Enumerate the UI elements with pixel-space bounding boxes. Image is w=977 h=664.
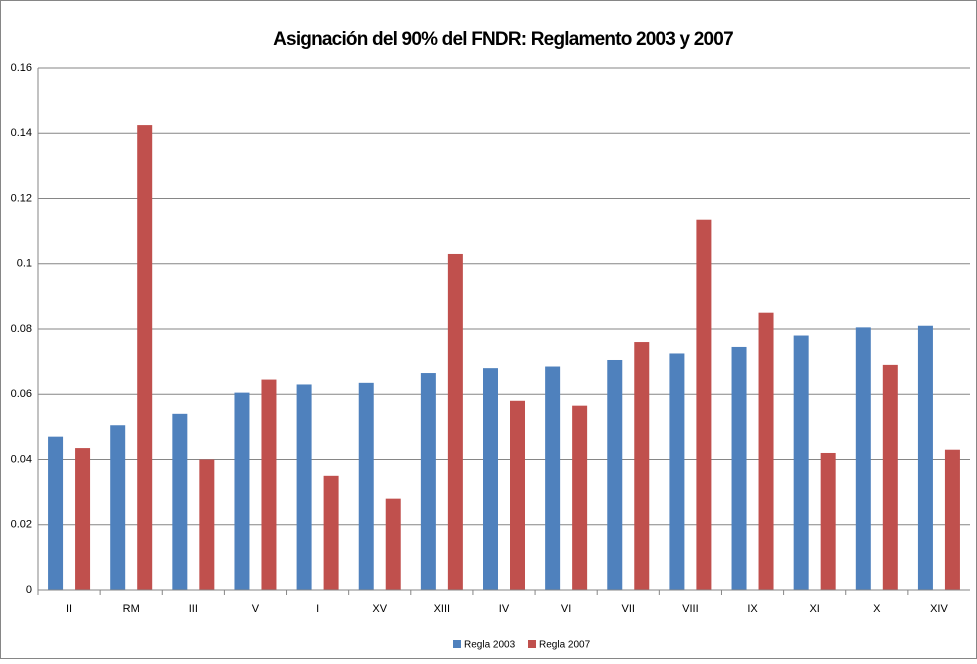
- bar: [793, 335, 809, 590]
- x-tick-label: XIV: [930, 603, 948, 615]
- x-tick-label: II: [66, 603, 72, 615]
- x-tick-label: IV: [499, 603, 510, 615]
- y-tick-label: 0.14: [11, 127, 32, 139]
- bar: [882, 364, 898, 590]
- y-tick-label: 0.04: [11, 453, 32, 465]
- bar: [261, 379, 277, 590]
- bar: [820, 452, 836, 590]
- bar: [234, 392, 250, 590]
- y-tick-label: 0: [26, 584, 32, 596]
- x-tick-label: I: [316, 603, 319, 615]
- x-tick-label: XV: [372, 603, 387, 615]
- bar: [137, 125, 153, 590]
- x-tick-label: IX: [747, 603, 758, 615]
- y-tick-label: 0.02: [11, 519, 32, 531]
- bar: [296, 384, 312, 590]
- x-tick-label: VI: [561, 603, 571, 615]
- bar: [855, 327, 871, 590]
- bar: [323, 475, 339, 590]
- x-tick-label: X: [873, 603, 881, 615]
- bar: [48, 436, 64, 590]
- bar: [447, 253, 463, 590]
- bar: [110, 425, 126, 590]
- bar: [917, 325, 933, 590]
- bar: [572, 405, 588, 590]
- bar: [634, 342, 650, 590]
- y-tick-label: 0.16: [11, 62, 32, 74]
- bar: [669, 353, 685, 590]
- x-tick-label: XIII: [434, 603, 451, 615]
- y-tick-label: 0.06: [11, 388, 32, 400]
- bar: [420, 373, 436, 590]
- bar: [385, 498, 401, 590]
- x-tick-label: XI: [809, 603, 819, 615]
- chart-title: Asignación del 90% del FNDR: Reglamento …: [273, 29, 733, 50]
- x-tick-label: VIII: [682, 603, 699, 615]
- x-tick-label: RM: [123, 603, 140, 615]
- bar: [545, 366, 561, 590]
- legend-label: Regla 2007: [539, 640, 591, 651]
- bar: [731, 346, 747, 590]
- bar: [172, 413, 188, 590]
- legend-swatch: [528, 640, 536, 648]
- legend-label: Regla 2003: [464, 640, 516, 651]
- y-tick-label: 0.12: [11, 192, 32, 204]
- legend-swatch: [453, 640, 461, 648]
- bar: [758, 312, 774, 590]
- y-tick-label: 0.08: [11, 323, 32, 335]
- bar: [199, 459, 215, 590]
- bar: [358, 382, 374, 590]
- bar: [607, 359, 623, 590]
- bar: [75, 448, 91, 590]
- bar: [944, 449, 960, 590]
- y-tick-label: 0.1: [17, 258, 32, 270]
- x-tick-label: V: [252, 603, 260, 615]
- bar: [696, 219, 712, 591]
- x-tick-label: VII: [622, 603, 635, 615]
- bar: [483, 368, 498, 590]
- bar: [510, 400, 525, 590]
- x-tick-label: III: [189, 603, 198, 615]
